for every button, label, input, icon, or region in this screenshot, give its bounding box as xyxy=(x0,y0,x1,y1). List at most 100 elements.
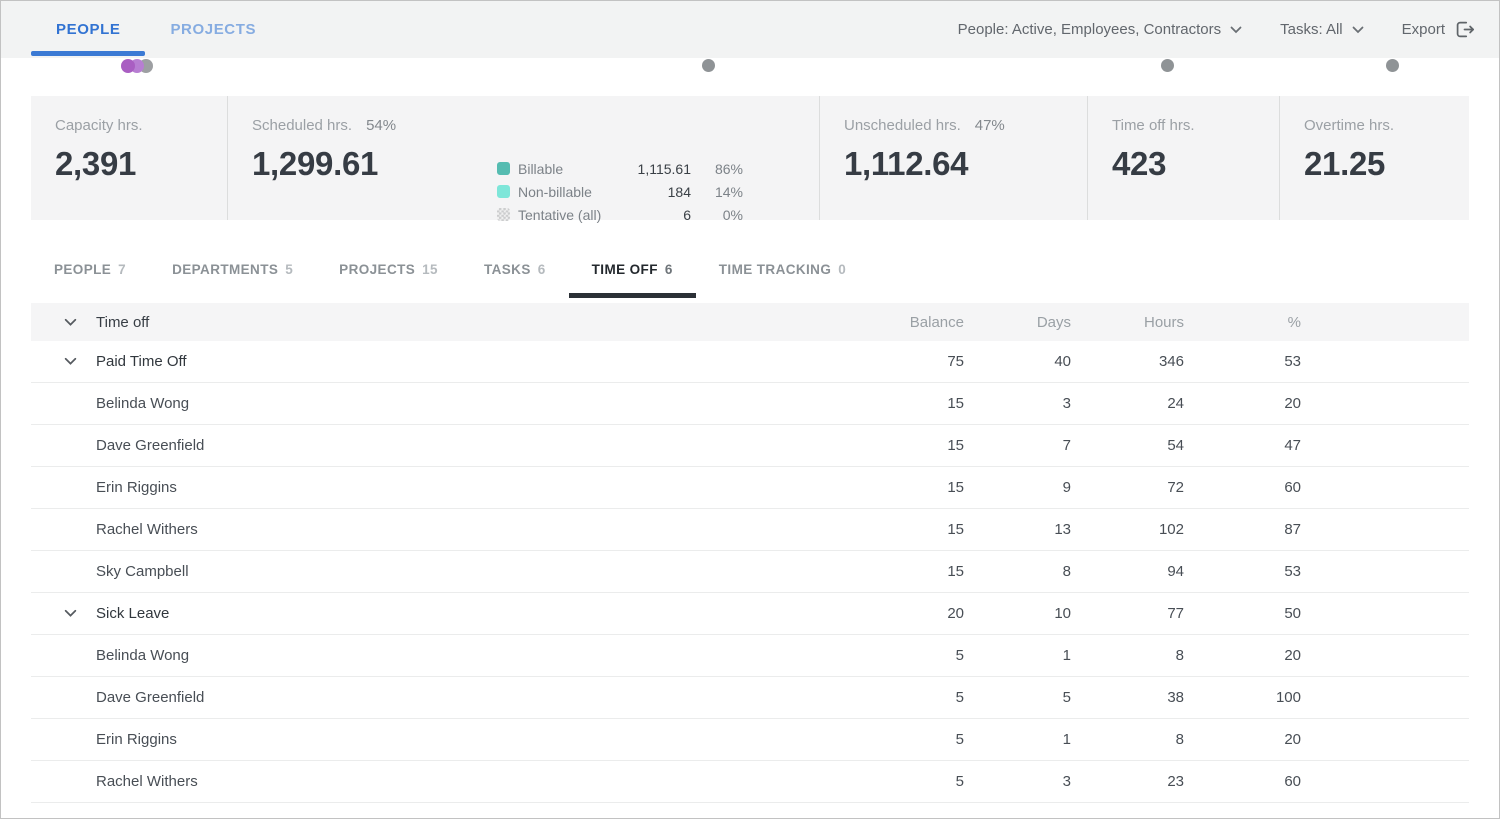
pct-cell: 53 xyxy=(1184,353,1301,370)
unscheduled-pct: 47% xyxy=(975,117,1005,134)
col-balance[interactable]: Balance xyxy=(844,314,964,331)
tasks-filter-dropdown[interactable]: Tasks: All xyxy=(1280,21,1364,38)
hours-cell: 8 xyxy=(1071,647,1184,664)
balance-cell: 15 xyxy=(844,479,964,496)
tab-departments[interactable]: DEPARTMENTS 5 xyxy=(149,246,316,298)
hours-cell: 346 xyxy=(1071,353,1184,370)
table-row-group-sick-leave[interactable]: Sick Leave 20 10 77 50 xyxy=(31,593,1469,635)
tab-count: 6 xyxy=(538,262,546,277)
chevron-down-icon[interactable] xyxy=(31,609,96,618)
pct-cell: 60 xyxy=(1184,479,1301,496)
hours-cell: 24 xyxy=(1071,395,1184,412)
tab-count: 15 xyxy=(422,262,438,277)
legend-value: 184 xyxy=(623,184,691,200)
billable-swatch-icon xyxy=(497,162,510,175)
tab-people[interactable]: PEOPLE 7 xyxy=(31,246,149,298)
days-cell: 1 xyxy=(964,647,1071,664)
legend-name: Non-billable xyxy=(518,184,623,200)
tab-count: 0 xyxy=(838,262,846,277)
hours-cell: 94 xyxy=(1071,563,1184,580)
days-cell: 8 xyxy=(964,563,1071,580)
chevron-down-icon[interactable] xyxy=(31,357,96,366)
pct-cell: 53 xyxy=(1184,563,1301,580)
export-button[interactable]: Export xyxy=(1402,20,1475,39)
non-billable-swatch-icon xyxy=(497,185,510,198)
scheduled-label: Scheduled hrs. xyxy=(252,117,352,134)
row-label: Erin Riggins xyxy=(96,731,844,748)
balance-cell: 15 xyxy=(844,437,964,454)
col-days[interactable]: Days xyxy=(964,314,1071,331)
table-row[interactable]: Rachel Withers 15 13 102 87 xyxy=(31,509,1469,551)
balance-cell: 15 xyxy=(844,395,964,412)
pct-cell: 87 xyxy=(1184,521,1301,538)
report-app-window: PEOPLE PROJECTS People: Active, Employee… xyxy=(0,0,1500,819)
row-label: Paid Time Off xyxy=(96,353,844,370)
report-tabs: PEOPLE 7 DEPARTMENTS 5 PROJECTS 15 TASKS… xyxy=(31,246,1469,298)
tab-tasks[interactable]: TASKS 6 xyxy=(461,246,569,298)
table-row[interactable]: Belinda Wong 15 3 24 20 xyxy=(31,383,1469,425)
tab-projects[interactable]: PROJECTS 15 xyxy=(316,246,461,298)
hours-cell: 102 xyxy=(1071,521,1184,538)
table-row[interactable]: Belinda Wong 5 1 8 20 xyxy=(31,635,1469,677)
pct-cell: 20 xyxy=(1184,731,1301,748)
table-row[interactable]: Sky Campbell 15 8 94 53 xyxy=(31,551,1469,593)
tab-count: 5 xyxy=(285,262,293,277)
collapse-all-chevron-icon[interactable] xyxy=(31,318,96,327)
tab-time-off[interactable]: TIME OFF 6 xyxy=(569,246,696,298)
tasks-filter-label: Tasks: All xyxy=(1280,21,1343,38)
pct-cell: 20 xyxy=(1184,647,1301,664)
milestone-dot xyxy=(1161,59,1174,72)
row-label: Rachel Withers xyxy=(96,773,844,790)
hours-cell: 38 xyxy=(1071,689,1184,706)
top-tab-projects[interactable]: PROJECTS xyxy=(145,1,281,58)
col-pct[interactable]: % xyxy=(1184,314,1301,331)
overtime-value: 21.25 xyxy=(1304,145,1469,183)
row-label: Erin Riggins xyxy=(96,479,844,496)
balance-cell: 15 xyxy=(844,563,964,580)
table-row[interactable]: Erin Riggins 15 9 72 60 xyxy=(31,467,1469,509)
row-label: Rachel Withers xyxy=(96,521,844,538)
balance-cell: 5 xyxy=(844,689,964,706)
table-row[interactable]: Rachel Withers 5 3 23 60 xyxy=(31,761,1469,803)
tentative-swatch-icon xyxy=(497,208,510,221)
table-row[interactable]: Erin Riggins 5 1 8 20 xyxy=(31,719,1469,761)
legend-row-non-billable: Non-billable 184 14% xyxy=(497,180,743,203)
table-row[interactable]: Dave Greenfield 15 7 54 47 xyxy=(31,425,1469,467)
time-off-table: Time off Balance Days Hours % Paid Time … xyxy=(31,303,1469,803)
table-title: Time off xyxy=(96,314,844,331)
row-label: Dave Greenfield xyxy=(96,437,844,454)
hours-cell: 8 xyxy=(1071,731,1184,748)
export-icon xyxy=(1454,20,1475,39)
top-bar-controls: People: Active, Employees, Contractors T… xyxy=(958,1,1499,58)
col-hours[interactable]: Hours xyxy=(1071,314,1184,331)
people-filter-dropdown[interactable]: People: Active, Employees, Contractors xyxy=(958,21,1242,38)
top-tab-projects-label: PROJECTS xyxy=(170,21,256,38)
top-tab-people[interactable]: PEOPLE xyxy=(31,1,145,58)
timeoff-label: Time off hrs. xyxy=(1112,117,1195,134)
row-label: Belinda Wong xyxy=(96,395,844,412)
tab-label: TASKS xyxy=(484,262,531,277)
export-label: Export xyxy=(1402,21,1445,38)
people-filter-label: People: Active, Employees, Contractors xyxy=(958,21,1221,38)
capacity-label: Capacity hrs. xyxy=(55,117,143,134)
tab-time-tracking[interactable]: TIME TRACKING 0 xyxy=(696,246,869,298)
legend-pct: 86% xyxy=(691,161,743,177)
balance-cell: 15 xyxy=(844,521,964,538)
hours-cell: 23 xyxy=(1071,773,1184,790)
legend-pct: 14% xyxy=(691,184,743,200)
row-label: Sky Campbell xyxy=(96,563,844,580)
tab-label: TIME TRACKING xyxy=(719,262,831,277)
table-row-group-paid-time-off[interactable]: Paid Time Off 75 40 346 53 xyxy=(31,341,1469,383)
balance-cell: 5 xyxy=(844,731,964,748)
tab-label: DEPARTMENTS xyxy=(172,262,278,277)
tab-count: 6 xyxy=(665,262,673,277)
days-cell: 9 xyxy=(964,479,1071,496)
chevron-down-icon xyxy=(1230,26,1242,34)
pct-cell: 47 xyxy=(1184,437,1301,454)
unscheduled-value: 1,112.64 xyxy=(844,145,1087,183)
overtime-card: Overtime hrs. 21.25 xyxy=(1279,96,1469,220)
legend-name: Tentative (all) xyxy=(518,207,623,223)
scheduled-card: Scheduled hrs. 54% 1,299.61 Billable 1,1… xyxy=(227,96,819,220)
table-row[interactable]: Dave Greenfield 5 5 38 100 xyxy=(31,677,1469,719)
tab-label: PEOPLE xyxy=(54,262,111,277)
